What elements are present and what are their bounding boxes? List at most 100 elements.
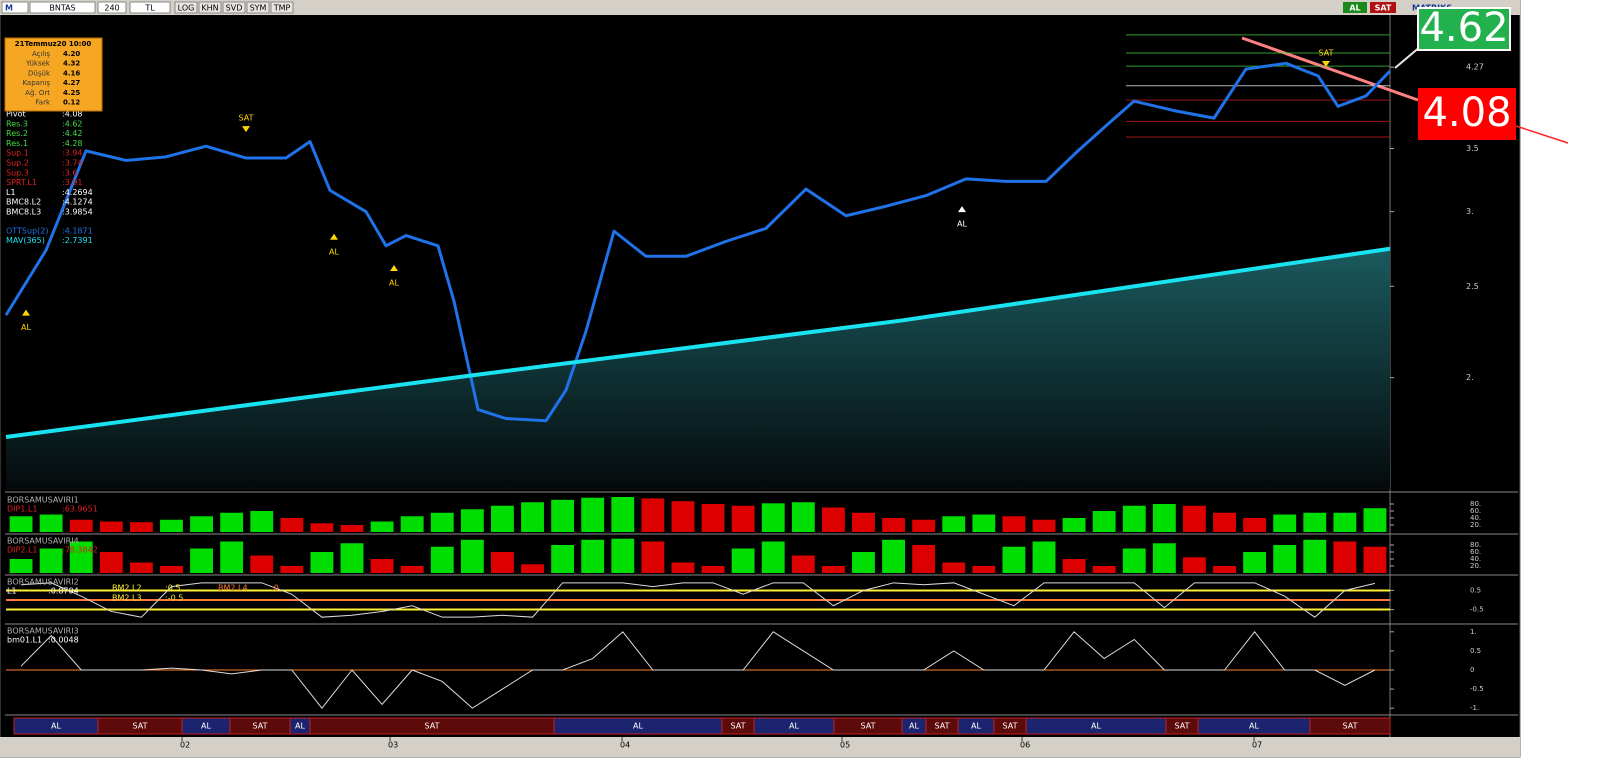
y-tick-label: 2. [1466, 373, 1474, 382]
toolbar-button-label: SYM [250, 4, 267, 13]
legend-name: SPRT.L1 [6, 178, 37, 187]
signal-segment-label: AL [789, 722, 799, 731]
bar [280, 518, 304, 532]
bar [882, 539, 905, 573]
info-name: Yüksek [25, 60, 51, 68]
toolbar-button[interactable] [270, 1, 294, 14]
y-tick-label: 0.5 [1470, 586, 1481, 594]
bar [521, 502, 544, 532]
bar [280, 566, 304, 573]
bar [731, 505, 755, 532]
legend-value: :4.28 [62, 139, 83, 148]
bar [701, 566, 725, 573]
bar [491, 552, 514, 573]
signal-segment-label: SAT [1003, 722, 1018, 731]
bar [220, 512, 244, 532]
bar [581, 539, 605, 573]
legend-name: Sup.2 [6, 159, 29, 168]
bar [1062, 518, 1086, 532]
y-tick-label: -0.5 [1470, 606, 1484, 614]
info-name: Ağ. Ort [25, 89, 50, 97]
legend-name: BMC8.L2 [6, 198, 41, 207]
legend-value: :2.7391 [62, 236, 93, 245]
bar [912, 545, 936, 573]
bar [1122, 548, 1146, 573]
legend-name: DIP1.L1 [7, 505, 38, 514]
bar [1303, 539, 1327, 573]
signal-segment-label: AL [633, 722, 643, 731]
legend-value: :0.5 [165, 584, 180, 593]
legend-name: OTTSup(2) [6, 226, 49, 235]
legend-value: :78.3842 [62, 546, 98, 555]
bar [69, 519, 93, 532]
toolbar [0, 0, 1520, 15]
legend-name: DIP2.L1 [7, 546, 38, 555]
y-tick-label: -1. [1470, 704, 1479, 712]
buy-button[interactable] [1343, 2, 1367, 13]
series-line [20, 631, 1376, 709]
y-tick-label: 60. [1470, 507, 1481, 515]
legend-name: Res.1 [6, 139, 28, 148]
panel-title: BORSAMUSAVIRI2 [7, 578, 79, 587]
bar [942, 562, 966, 573]
logo-box [1, 1, 29, 14]
toolbar-button[interactable] [246, 1, 270, 14]
bar [160, 519, 183, 532]
bar [1333, 541, 1357, 573]
toolbar-button[interactable] [198, 1, 222, 14]
toolbar-button[interactable] [174, 1, 198, 14]
x-tick-label: 06 [1020, 741, 1030, 750]
signal-segment-label: SAT [1343, 722, 1358, 731]
y-tick-label: 20. [1470, 562, 1481, 570]
bar [1363, 546, 1387, 573]
legend-name: L1 [7, 587, 17, 596]
bar [1032, 519, 1056, 532]
info-value: 4.16 [63, 69, 80, 77]
y-tick-label: 60. [1470, 548, 1481, 556]
legend-name: BM2.L2 [112, 584, 142, 593]
bar [129, 562, 153, 573]
bar [882, 518, 905, 532]
bar [160, 566, 183, 573]
bar [250, 555, 274, 573]
bar [1333, 512, 1357, 532]
signal-arrow [1322, 61, 1330, 68]
signal-label: AL [957, 220, 967, 229]
legend-name: MAV(365) [6, 236, 45, 245]
sell-button[interactable] [1370, 2, 1396, 13]
field-text: TL [144, 4, 155, 13]
info-value: 4.27 [63, 79, 80, 87]
bar [641, 541, 665, 573]
bar [701, 504, 725, 532]
toolbar-button-label: KHN [201, 4, 218, 13]
signal-label: SAT [1319, 49, 1334, 58]
signal-segment-label: SAT [731, 722, 746, 731]
bar [190, 516, 213, 532]
legend-value: :4.42 [62, 129, 83, 138]
legend-value: :4.2694 [62, 188, 93, 197]
signal-segment-label: SAT [1175, 722, 1190, 731]
legend-value: :3.74 [62, 159, 83, 168]
y-tick-label: 80. [1470, 500, 1481, 508]
legend-value: :3.9854 [62, 208, 93, 217]
bottom-bar [0, 737, 1520, 757]
y-tick-label: 20. [1470, 521, 1481, 529]
bar [611, 497, 635, 532]
signal-label: AL [389, 279, 399, 288]
legend-value: :4.1274 [62, 198, 93, 207]
signal-segment-label: AL [201, 722, 211, 731]
info-value: 0.12 [63, 99, 80, 107]
bar [1032, 541, 1056, 573]
signal-segment-label: SAT [253, 722, 268, 731]
legend-value: :4.1871 [62, 226, 93, 235]
bar [400, 516, 424, 532]
x-tick-label: 04 [620, 741, 630, 750]
toolbar-button[interactable] [222, 1, 246, 14]
bar [340, 525, 364, 532]
bar [69, 541, 93, 573]
legend-value: :0.0048 [48, 636, 79, 645]
info-name: Açılış [32, 50, 50, 58]
signal-segment-label: AL [909, 722, 919, 731]
signal-segment-label: AL [1091, 722, 1101, 731]
y-tick-label: 3. [1466, 207, 1474, 216]
